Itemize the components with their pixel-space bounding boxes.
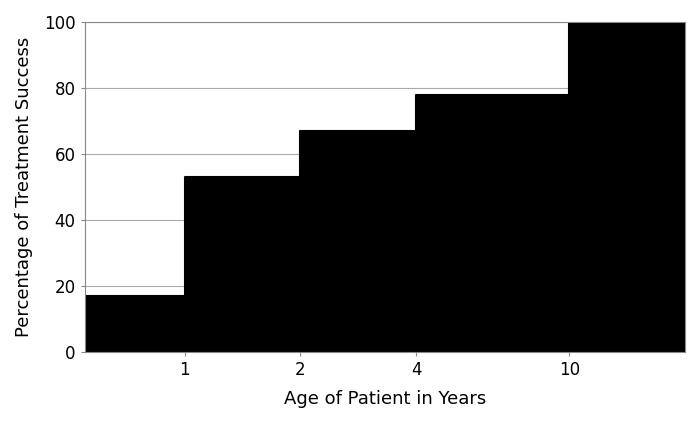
Y-axis label: Percentage of Treatment Success: Percentage of Treatment Success <box>15 37 33 337</box>
Polygon shape <box>85 22 685 352</box>
X-axis label: Age of Patient in Years: Age of Patient in Years <box>284 390 486 408</box>
